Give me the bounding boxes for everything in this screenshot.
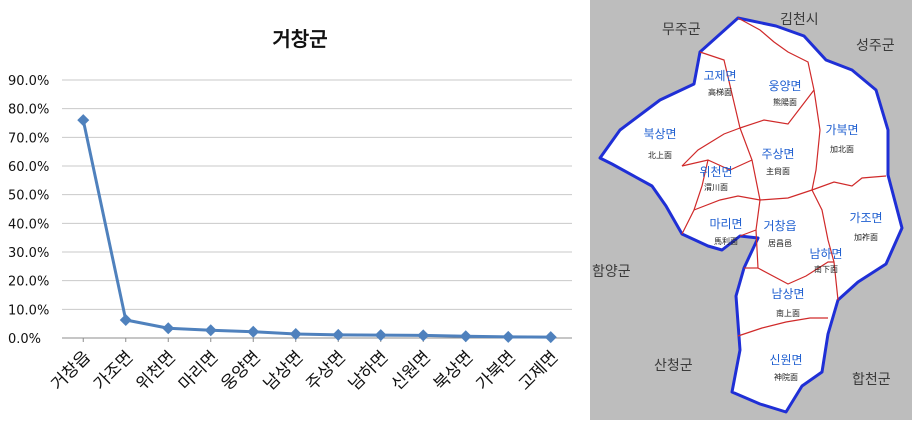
neighbor-label-hamyang: 함양군 <box>592 264 631 280</box>
neighbor-label-muju: 무주군 <box>662 22 701 38</box>
x-tick-label: 신원면 <box>387 347 434 394</box>
data-point <box>459 330 472 343</box>
y-axis-ticks: 90.0% 80.0% 70.0% 60.0% 50.0% 40.0% 30.0% 20.0%… <box>8 74 49 347</box>
line-chart: 거창군 90.0% 80.0% 70.0% 60.0% 50.0% 40.0% 30.0% 2… <box>8 27 572 395</box>
district-hanja: 高梯面 <box>708 87 732 97</box>
data-point <box>247 325 260 338</box>
district-labels: 고제면 高梯面 웅양면 熊陽面 북상면 北上面 가북면 加北面 주상면 主尙 <box>643 69 882 382</box>
neighbor-labels: 무주군 김천시 성주군 함양군 산청군 합천군 <box>592 12 895 388</box>
y-tick-label: 80.0% <box>8 103 49 118</box>
data-point <box>204 324 217 337</box>
county-land <box>598 16 904 414</box>
district-name: 거창읍 <box>763 219 796 233</box>
data-point <box>544 331 557 344</box>
district-name: 고제면 <box>703 69 736 83</box>
y-tick-label: 60.0% <box>8 160 49 175</box>
neighbor-label-hapcheon: 합천군 <box>852 372 891 388</box>
district-wicheon: 위천면 渭川面 <box>699 164 732 192</box>
data-point <box>374 329 387 342</box>
x-tick-label: 남하면 <box>345 347 392 394</box>
data-point <box>417 329 430 342</box>
district-buksang: 북상면 北上面 <box>643 127 676 160</box>
x-tick-label: 거창읍 <box>47 347 94 394</box>
y-tick-label: 30.0% <box>8 246 49 261</box>
district-mari: 마리면 馬利面 <box>709 217 742 246</box>
data-point <box>332 328 345 341</box>
x-tick-label: 가북면 <box>472 347 519 394</box>
district-geochang: 거창읍 居昌邑 <box>763 219 796 248</box>
district-name: 주상면 <box>761 147 794 161</box>
y-tick-label: 10.0% <box>8 303 49 318</box>
data-point <box>77 114 90 127</box>
line-chart-panel: 거창군 90.0% 80.0% 70.0% 60.0% 50.0% 40.0% 30.0% 2… <box>8 27 572 395</box>
district-hanja: 熊陽面 <box>773 97 797 107</box>
district-hanja: 主尙面 <box>766 166 790 176</box>
neighbor-label-gimcheon: 김천시 <box>780 12 819 28</box>
x-tick-label: 가조면 <box>90 347 137 394</box>
district-namha: 남하면 南下面 <box>809 247 842 274</box>
x-tick-label: 마리면 <box>175 347 222 394</box>
district-hanja: 加祚面 <box>854 232 878 242</box>
district-name: 북상면 <box>643 127 676 141</box>
district-sinwon: 신원면 神院面 <box>769 353 802 382</box>
district-hanja: 南上面 <box>776 308 800 318</box>
y-tick-label: 40.0% <box>8 217 49 232</box>
x-tick-label: 웅양면 <box>217 347 264 394</box>
district-namsang: 남상면 南上面 <box>771 287 804 318</box>
district-hanja: 北上面 <box>648 151 672 160</box>
y-tick-label: 50.0% <box>8 189 49 204</box>
district-name: 마리면 <box>709 217 742 231</box>
district-hanja: 南下面 <box>814 264 838 274</box>
data-point <box>289 327 302 340</box>
district-hanja: 加北面 <box>830 144 854 154</box>
county-map: 무주군 김천시 성주군 함양군 산청군 합천군 고제면 高梯面 웅양면 熊陽面 … <box>592 12 904 414</box>
district-jusang: 주상면 主尙面 <box>761 147 794 176</box>
y-tick-label: 90.0% <box>8 74 49 89</box>
x-tick-label: 주상면 <box>302 347 349 394</box>
y-tick-label: 70.0% <box>8 131 49 146</box>
data-point <box>502 330 515 343</box>
neighbor-label-sancheong: 산청군 <box>654 358 693 374</box>
district-name: 위천면 <box>699 164 732 179</box>
y-tick-label: 20.0% <box>8 275 49 290</box>
district-gajo: 가조면 加祚面 <box>849 211 882 242</box>
district-hanja: 渭川面 <box>704 182 728 192</box>
series-line-layer <box>81 119 551 339</box>
series-line <box>81 119 551 339</box>
chart-title: 거창군 <box>272 27 327 51</box>
x-tick-label: 북상면 <box>430 347 477 394</box>
district-hanja: 居昌邑 <box>768 239 792 248</box>
district-goje: 고제면 高梯面 <box>703 69 736 97</box>
district-ungyang: 웅양면 熊陽面 <box>768 79 801 107</box>
data-point-markers <box>77 114 557 344</box>
y-tick-label: 0.0% <box>8 332 41 347</box>
x-tick-label: 고제면 <box>515 347 562 394</box>
gridlines <box>62 79 572 339</box>
x-tick-label: 남상면 <box>260 347 307 394</box>
district-name: 남상면 <box>771 287 804 301</box>
district-name: 남하면 <box>809 247 842 261</box>
district-name: 신원면 <box>769 353 802 367</box>
district-name: 가북면 <box>825 123 858 137</box>
district-name: 웅양면 <box>768 79 801 93</box>
district-hanja: 神院面 <box>774 372 798 382</box>
neighbor-label-seongju: 성주군 <box>856 38 895 54</box>
district-gabuk: 가북면 加北面 <box>825 123 858 154</box>
district-hanja: 馬利面 <box>714 236 738 246</box>
district-name: 가조면 <box>849 211 882 225</box>
map-panel: 무주군 김천시 성주군 함양군 산청군 합천군 고제면 高梯面 웅양면 熊陽面 … <box>590 0 912 420</box>
data-point <box>162 322 175 335</box>
data-point <box>119 313 132 326</box>
district-borders <box>681 17 887 337</box>
x-tick-label: 위천면 <box>132 347 179 394</box>
